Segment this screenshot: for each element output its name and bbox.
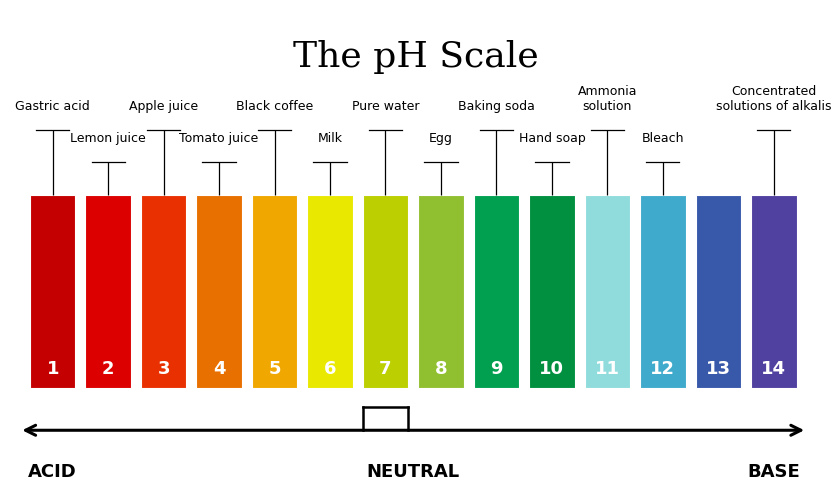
Text: BASE: BASE xyxy=(747,463,800,481)
Text: Apple juice: Apple juice xyxy=(129,100,198,113)
Bar xyxy=(307,195,353,388)
Bar xyxy=(529,195,575,388)
Text: Baking soda: Baking soda xyxy=(458,100,535,113)
Text: Ammonia
solution: Ammonia solution xyxy=(577,85,637,113)
Text: 12: 12 xyxy=(651,360,676,378)
Text: NEUTRAL: NEUTRAL xyxy=(367,463,460,481)
Text: The pH Scale: The pH Scale xyxy=(293,40,539,74)
Bar xyxy=(30,195,76,388)
Text: Gastric acid: Gastric acid xyxy=(15,100,90,113)
Text: 8: 8 xyxy=(434,360,448,378)
Text: 9: 9 xyxy=(490,360,503,378)
Bar xyxy=(696,195,741,388)
Text: 4: 4 xyxy=(213,360,225,378)
Text: 13: 13 xyxy=(706,360,730,378)
Bar xyxy=(141,195,186,388)
Text: 10: 10 xyxy=(539,360,564,378)
Bar xyxy=(86,195,131,388)
Text: Black coffee: Black coffee xyxy=(236,100,313,113)
Text: Egg: Egg xyxy=(429,132,453,145)
Bar xyxy=(751,195,796,388)
Text: Tomato juice: Tomato juice xyxy=(180,132,259,145)
Bar xyxy=(585,195,630,388)
Bar xyxy=(640,195,686,388)
Text: Milk: Milk xyxy=(318,132,343,145)
Text: 7: 7 xyxy=(379,360,392,378)
Bar xyxy=(196,195,242,388)
Bar xyxy=(418,195,463,388)
Text: 14: 14 xyxy=(761,360,786,378)
Text: Concentrated
solutions of alkalis: Concentrated solutions of alkalis xyxy=(716,85,831,113)
Text: Lemon juice: Lemon juice xyxy=(70,132,146,145)
Text: Hand soap: Hand soap xyxy=(518,132,585,145)
Text: 3: 3 xyxy=(157,360,170,378)
Text: 6: 6 xyxy=(324,360,336,378)
Text: 2: 2 xyxy=(102,360,115,378)
Text: Bleach: Bleach xyxy=(641,132,684,145)
Text: 11: 11 xyxy=(595,360,620,378)
Bar xyxy=(252,195,297,388)
Text: Pure water: Pure water xyxy=(352,100,419,113)
Text: 1: 1 xyxy=(47,360,59,378)
Bar xyxy=(473,195,519,388)
Bar xyxy=(363,195,409,388)
Text: 5: 5 xyxy=(268,360,281,378)
Text: ACID: ACID xyxy=(28,463,77,481)
